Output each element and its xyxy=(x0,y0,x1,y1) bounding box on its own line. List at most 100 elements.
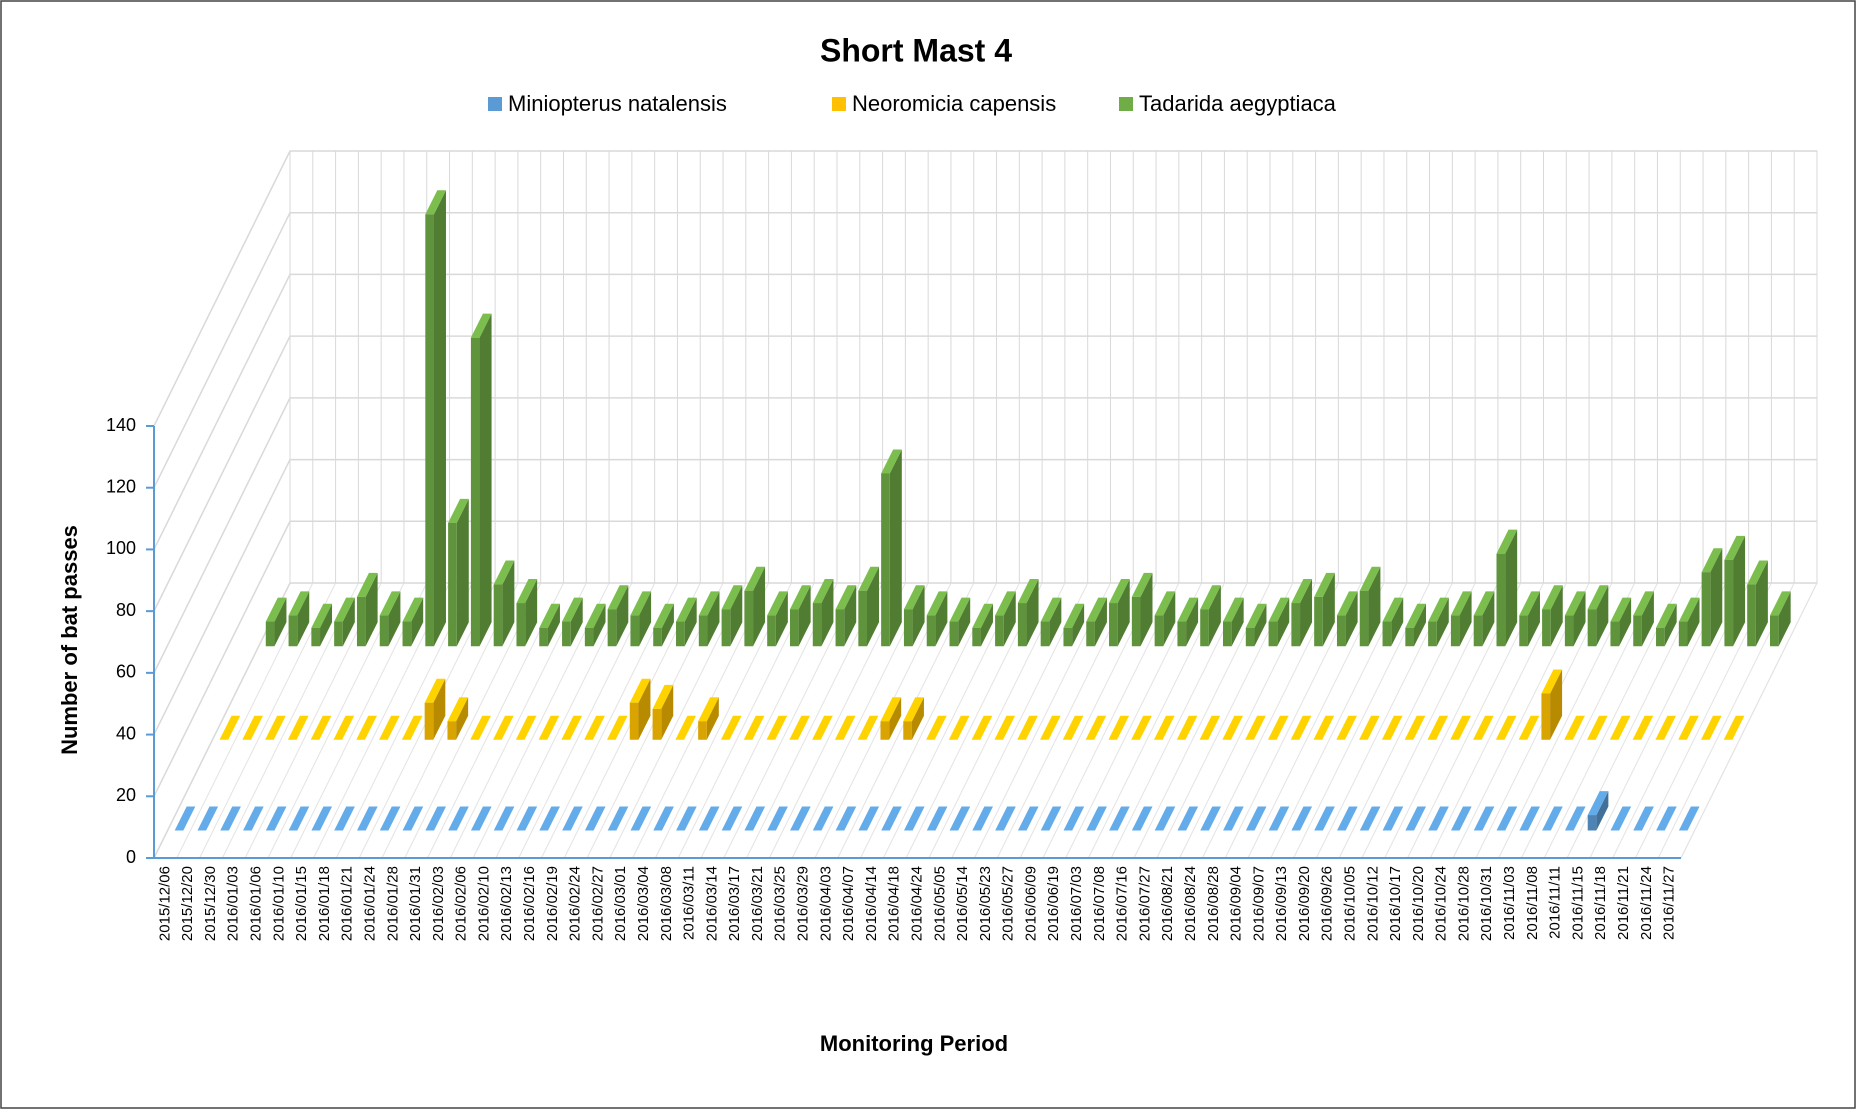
bar-top xyxy=(1359,566,1381,591)
x-tick-label: 2016/10/24 xyxy=(1433,866,1450,941)
bar-top xyxy=(880,697,902,722)
bar xyxy=(425,806,447,831)
bar-side xyxy=(1596,585,1609,647)
y-tick-label: 80 xyxy=(116,600,136,620)
bar-top xyxy=(1290,715,1312,740)
x-tick-label: 2016/01/10 xyxy=(270,866,287,941)
bar-top xyxy=(1154,591,1176,616)
bar-top xyxy=(1518,715,1540,740)
bar xyxy=(1610,806,1632,831)
x-tick-label: 2016/01/24 xyxy=(361,866,378,941)
bar-top xyxy=(1222,715,1244,740)
bar-top xyxy=(562,806,583,831)
bar-top xyxy=(447,697,469,722)
bar xyxy=(653,603,674,647)
bar-top xyxy=(288,591,310,616)
x-tick-label: 2016/11/24 xyxy=(1638,866,1655,940)
bar xyxy=(401,715,423,740)
bar-side xyxy=(433,678,446,740)
bar xyxy=(310,715,332,740)
bar-front xyxy=(1245,627,1255,647)
bar-top xyxy=(1109,579,1130,604)
x-tick-label: 2016/07/16 xyxy=(1114,866,1131,941)
bar-side xyxy=(638,678,651,740)
bar-front xyxy=(1678,621,1688,647)
bar-front xyxy=(676,621,685,647)
bar-top xyxy=(1656,806,1677,831)
bar-top xyxy=(630,806,652,831)
bar-top xyxy=(1359,806,1381,831)
bar-top xyxy=(1223,806,1244,831)
bar xyxy=(994,715,1016,740)
bar xyxy=(1450,806,1472,831)
bar xyxy=(744,806,766,831)
bar-front xyxy=(812,603,822,647)
bar-front xyxy=(1450,615,1460,647)
bar-top xyxy=(971,715,993,740)
bar-top xyxy=(1200,806,1221,831)
bar-top xyxy=(1404,715,1426,740)
bar-top xyxy=(903,585,925,610)
x-tick-label: 2016/08/28 xyxy=(1205,866,1222,941)
bar xyxy=(1587,585,1609,647)
bar xyxy=(1200,585,1221,647)
bar xyxy=(311,603,333,647)
bar-top xyxy=(356,806,378,831)
x-tick-label: 2016/09/07 xyxy=(1250,866,1267,941)
bar xyxy=(334,597,355,647)
x-tick-label: 2016/04/03 xyxy=(817,866,834,941)
bar-side xyxy=(1094,597,1107,647)
bar-top xyxy=(926,591,948,616)
bar-top xyxy=(584,806,606,831)
x-tick-label: 2016/03/11 xyxy=(681,866,698,940)
bar-top xyxy=(1314,806,1335,831)
bar-front xyxy=(288,615,298,647)
x-tick-label: 2016/05/23 xyxy=(977,866,994,941)
bar-side xyxy=(1550,669,1563,740)
bar xyxy=(1040,806,1062,831)
bar-side xyxy=(1687,597,1700,647)
bar xyxy=(1200,806,1221,831)
bar-top xyxy=(720,715,742,740)
bar-front xyxy=(698,615,708,647)
bar xyxy=(1063,603,1085,647)
chart-title: Short Mast 4 xyxy=(820,32,1012,68)
y-tick-label: 60 xyxy=(116,662,136,682)
bar-top xyxy=(1564,806,1586,831)
bar-top xyxy=(265,597,287,622)
bar-top xyxy=(926,715,947,740)
bar xyxy=(1109,579,1130,647)
bar xyxy=(1222,715,1244,740)
bar-top xyxy=(1633,806,1654,831)
bar-top xyxy=(1473,806,1495,831)
x-tick-label: 2016/11/21 xyxy=(1615,866,1632,940)
bar-front xyxy=(1086,621,1095,647)
bar xyxy=(1245,715,1266,740)
bar-front xyxy=(265,621,275,647)
bar-top xyxy=(1519,591,1540,616)
bar-top xyxy=(1450,715,1471,740)
bar xyxy=(1587,791,1609,831)
bar xyxy=(219,715,241,740)
bar-side xyxy=(1413,603,1426,647)
bar xyxy=(1154,591,1176,647)
grid-line xyxy=(153,458,1817,735)
bar xyxy=(790,806,811,831)
bar-top xyxy=(1496,529,1518,554)
bar xyxy=(1199,715,1221,740)
bar xyxy=(1473,591,1495,647)
bar-top xyxy=(1655,715,1677,740)
x-tick-label: 2016/10/28 xyxy=(1455,866,1472,941)
x-tick-label: 2016/11/18 xyxy=(1592,866,1609,940)
bar-top xyxy=(858,806,880,831)
bar-front xyxy=(698,721,707,740)
x-tick-label: 2016/07/27 xyxy=(1136,866,1153,941)
bar-side xyxy=(616,585,629,647)
bar-top xyxy=(767,806,788,831)
bar xyxy=(743,715,765,740)
bar xyxy=(767,591,788,647)
x-tick-label: 2016/02/27 xyxy=(589,866,606,941)
bar xyxy=(1610,597,1632,647)
bar-side xyxy=(1368,566,1381,647)
bar xyxy=(265,715,286,740)
